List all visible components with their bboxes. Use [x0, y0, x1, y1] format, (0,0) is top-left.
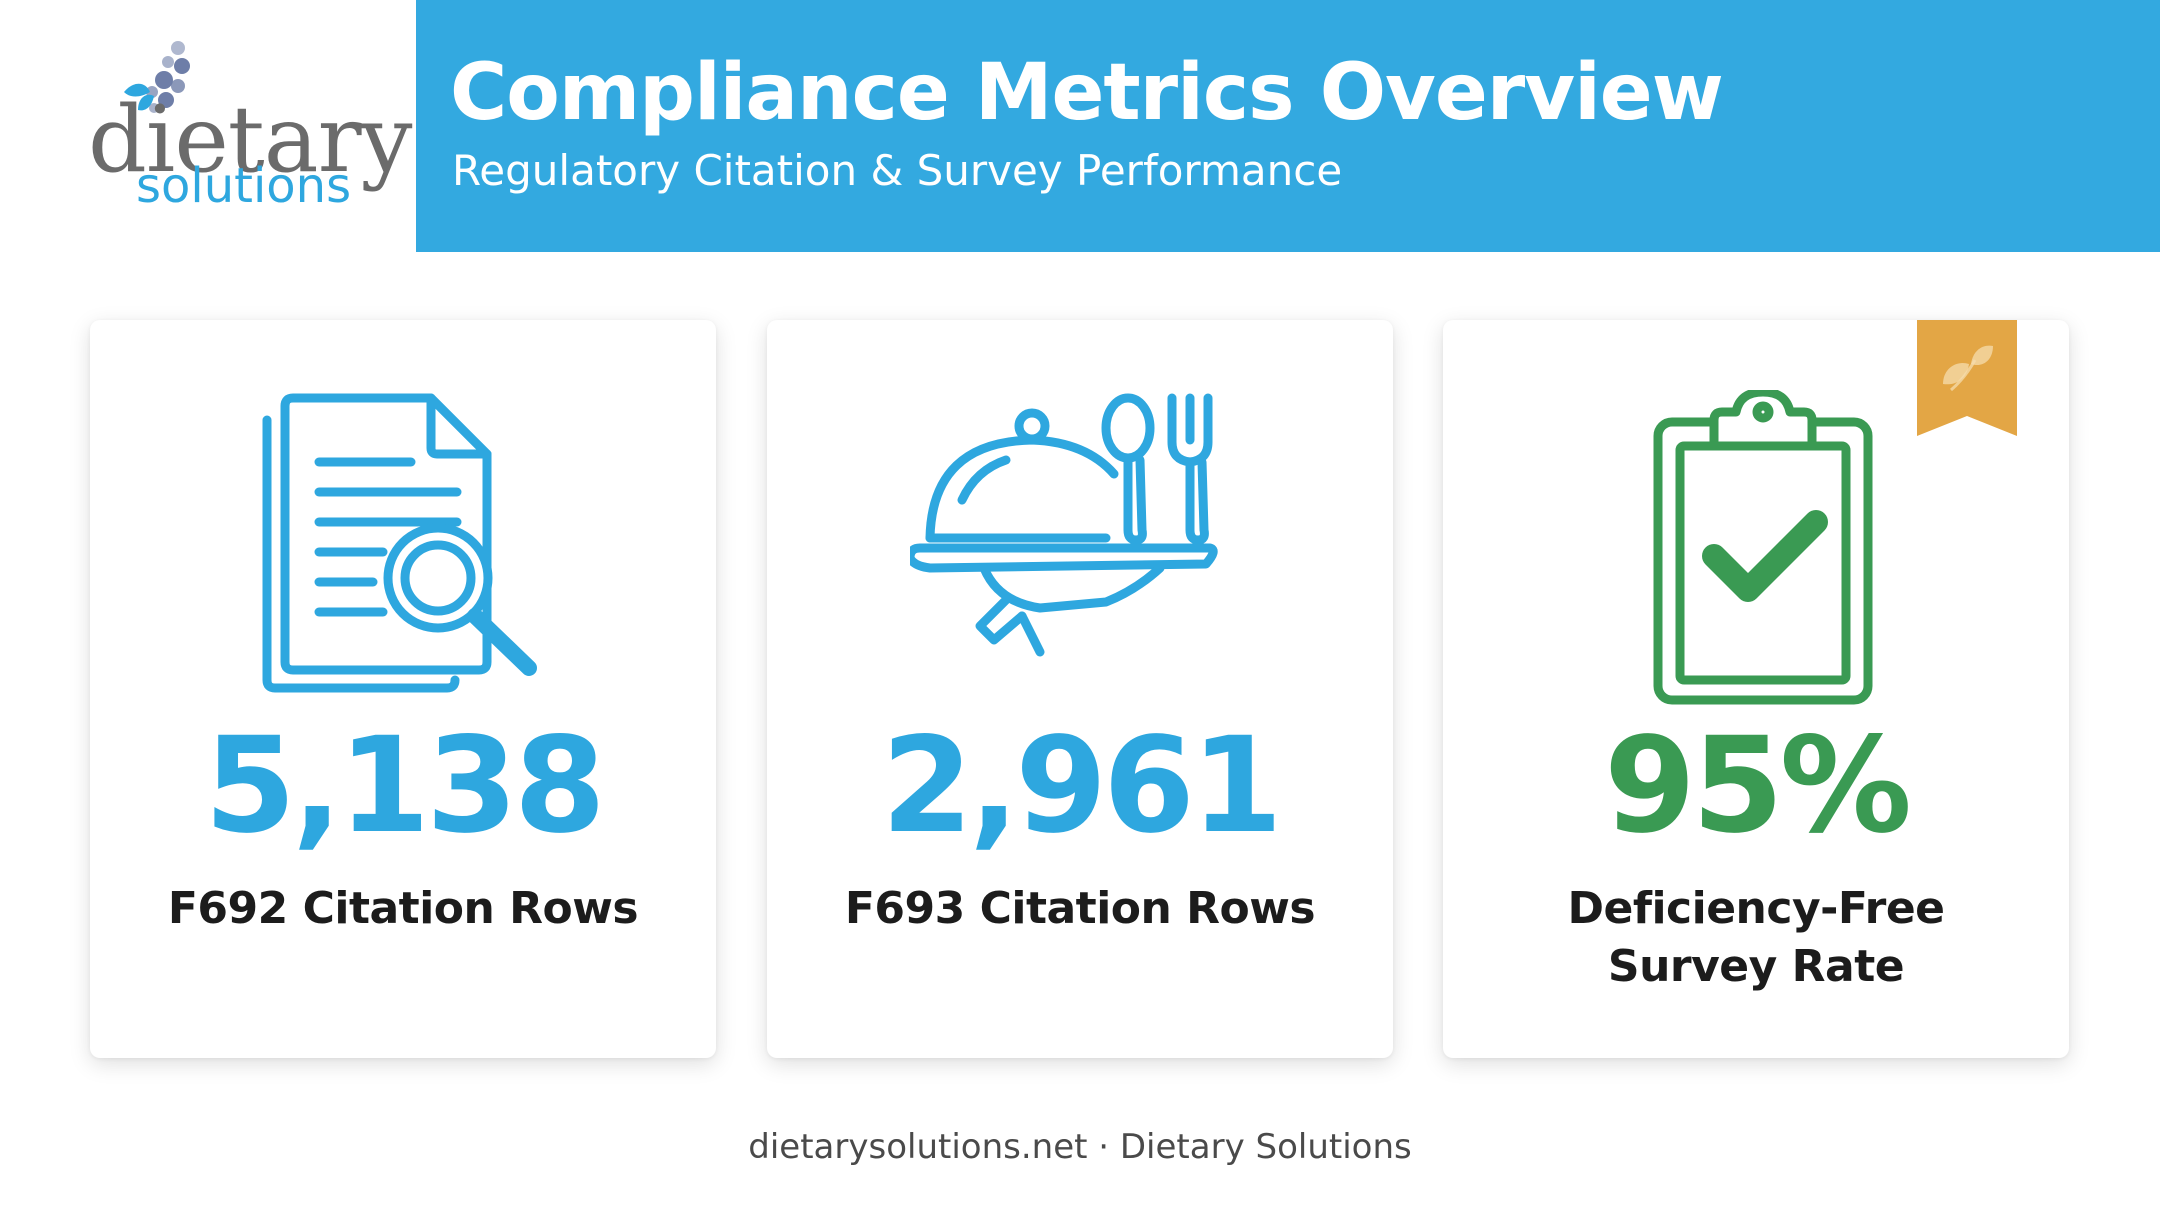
metric-card-deficiency-free: 95% Deficiency-Free Survey Rate [1443, 320, 2069, 1058]
header-banner: Compliance Metrics Overview Regulatory C… [416, 0, 2160, 252]
logo-dots-icon [124, 41, 190, 113]
metric-card-f693: 2,961 F693 Citation Rows [767, 320, 1393, 1058]
page-title: Compliance Metrics Overview [450, 48, 1724, 138]
document-search-icon [262, 393, 537, 693]
metric-card-f692: 5,138 F692 Citation Rows [90, 320, 716, 1058]
clipboard-check-icon [1653, 390, 1873, 705]
metric-label-line: Deficiency-Free [1567, 883, 1945, 934]
logo-wordmark: dietary [88, 86, 413, 193]
metric-value: 95% [1604, 709, 1912, 863]
metric-label: F692 Citation Rows [90, 880, 716, 938]
cloche-tray-utensils-icon [910, 393, 1218, 657]
metric-value: 2,961 [881, 709, 1283, 863]
metric-label: F693 Citation Rows [767, 880, 1393, 938]
metric-label-line: Survey Rate [1607, 941, 1905, 992]
metric-label-line: F692 Citation Rows [167, 883, 639, 934]
leaf-ribbon-icon [1917, 320, 2017, 436]
metric-label: Deficiency-Free Survey Rate [1443, 880, 2069, 996]
metric-value: 5,138 [204, 709, 606, 863]
brand-logo: dietary solutions [80, 36, 413, 226]
footer-text: dietarysolutions.net · Dietary Solutions [748, 1127, 1412, 1167]
page-subtitle: Regulatory Citation & Survey Performance [452, 146, 1343, 195]
logo-submark: solutions [136, 158, 352, 214]
metric-label-line: F693 Citation Rows [844, 883, 1316, 934]
